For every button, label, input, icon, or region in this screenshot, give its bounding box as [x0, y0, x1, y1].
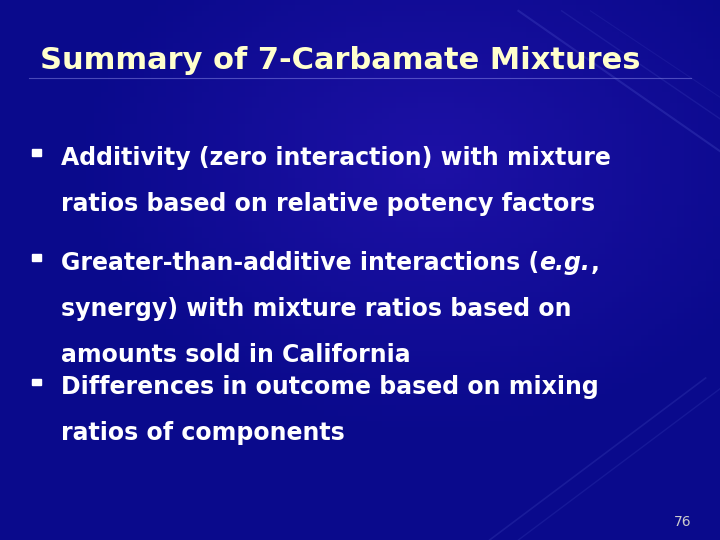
- Text: ratios of components: ratios of components: [61, 421, 345, 445]
- Text: Summary of 7-Carbamate Mixtures: Summary of 7-Carbamate Mixtures: [40, 46, 640, 75]
- Text: ratios based on relative potency factors: ratios based on relative potency factors: [61, 192, 595, 215]
- Bar: [32, 149, 41, 156]
- Bar: [32, 379, 41, 385]
- Text: amounts sold in California: amounts sold in California: [61, 343, 411, 367]
- Text: Differences in outcome based on mixing: Differences in outcome based on mixing: [61, 375, 599, 399]
- Text: Additivity (zero interaction) with mixture: Additivity (zero interaction) with mixtu…: [61, 146, 611, 170]
- Text: e.g.: e.g.: [539, 251, 590, 275]
- Text: synergy) with mixture ratios based on: synergy) with mixture ratios based on: [61, 297, 572, 321]
- Bar: [32, 254, 41, 261]
- Text: Greater-than-additive interactions (: Greater-than-additive interactions (: [61, 251, 539, 275]
- Text: ,: ,: [590, 251, 599, 275]
- Text: 76: 76: [674, 515, 691, 529]
